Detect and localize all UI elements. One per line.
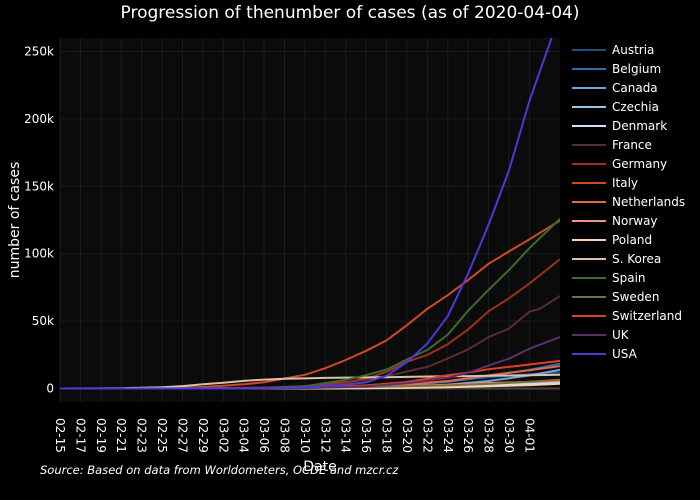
y-tick-label: 250k <box>24 44 54 58</box>
legend-label: Czechia <box>612 99 659 114</box>
legend-item[interactable]: Italy <box>572 173 685 192</box>
legend-swatch <box>572 219 606 222</box>
legend-swatch <box>572 67 606 70</box>
x-tick-label: 03-16 <box>359 418 373 453</box>
x-tick-label: 02-21 <box>114 418 128 453</box>
x-tick-label: 03-18 <box>380 418 394 453</box>
legend-swatch <box>572 295 606 298</box>
legend-item[interactable]: Norway <box>572 211 685 230</box>
legend-item[interactable]: Netherlands <box>572 192 685 211</box>
legend-item[interactable]: France <box>572 135 685 154</box>
y-tick-label: 200k <box>24 112 54 126</box>
x-tick-label: 03-14 <box>339 418 353 453</box>
legend-item[interactable]: S. Korea <box>572 249 685 268</box>
legend-label: Italy <box>612 175 639 190</box>
legend-label: Spain <box>612 270 646 285</box>
x-tick-label: 02-19 <box>94 418 108 453</box>
y-axis-label: number of cases <box>7 162 23 279</box>
source-note: Source: Based on data from Worldometers,… <box>40 463 399 477</box>
legend-swatch <box>572 124 606 127</box>
legend-item[interactable]: Denmark <box>572 116 685 135</box>
x-tick-label: 02-17 <box>73 418 87 453</box>
legend-label: Norway <box>612 213 658 228</box>
x-tick-label: 03-10 <box>298 418 312 453</box>
x-tick-label: 02-27 <box>175 418 189 453</box>
legend-item[interactable]: Poland <box>572 230 685 249</box>
legend-item[interactable]: Belgium <box>572 59 685 78</box>
x-tick-label: 02-25 <box>155 418 169 453</box>
x-tick-label: 03-30 <box>502 418 516 453</box>
legend-label: Switzerland <box>612 308 682 323</box>
x-tick-label: 02-29 <box>196 418 210 453</box>
legend-label: Canada <box>612 80 658 95</box>
legend-label: Netherlands <box>612 194 686 209</box>
legend-item[interactable]: UK <box>572 325 685 344</box>
legend-swatch <box>572 162 606 165</box>
legend-label: Germany <box>612 156 668 171</box>
legend-swatch <box>572 257 606 260</box>
legend-swatch <box>572 200 606 203</box>
y-tick-label: 0 <box>46 382 54 396</box>
legend-swatch <box>572 105 606 108</box>
x-tick-label: 03-26 <box>461 418 475 453</box>
x-tick-label: 03-04 <box>237 418 251 453</box>
legend-label: Sweden <box>612 289 660 304</box>
legend-label: USA <box>612 346 637 361</box>
legend-label: Poland <box>612 232 653 247</box>
x-tick-label: 03-02 <box>216 418 230 453</box>
x-axis-label: Date <box>303 459 336 475</box>
legend-swatch <box>572 314 606 317</box>
x-tick-label: 03-24 <box>441 418 455 453</box>
x-tick-label: 03-08 <box>277 418 291 453</box>
chart-title: Progression of thenumber of cases (as of… <box>120 3 580 23</box>
legend-swatch <box>572 333 606 336</box>
y-tick-label: 100k <box>24 247 54 261</box>
legend-item[interactable]: Sweden <box>572 287 685 306</box>
legend-swatch <box>572 352 606 355</box>
plot-area <box>60 38 560 402</box>
legend-swatch <box>572 143 606 146</box>
x-tick-label: 04-01 <box>522 418 536 453</box>
legend-label: Denmark <box>612 118 668 133</box>
legend-swatch <box>572 48 606 51</box>
legend-label: France <box>612 137 652 152</box>
legend-swatch <box>572 238 606 241</box>
y-tick-label: 50k <box>32 314 54 328</box>
x-tick-label: 03-20 <box>400 418 414 453</box>
legend-item[interactable]: USA <box>572 344 685 363</box>
legend-item[interactable]: Canada <box>572 78 685 97</box>
x-tick-label: 03-28 <box>482 418 496 453</box>
x-tick-label: 02-23 <box>135 418 149 453</box>
y-tick-label: 150k <box>24 179 54 193</box>
x-tick-label: 03-12 <box>318 418 332 453</box>
legend-label: Austria <box>612 42 655 57</box>
legend-swatch <box>572 276 606 279</box>
legend-label: S. Korea <box>612 251 662 266</box>
legend-item[interactable]: Germany <box>572 154 685 173</box>
legend-label: Belgium <box>612 61 662 76</box>
legend-item[interactable]: Switzerland <box>572 306 685 325</box>
legend-item[interactable]: Czechia <box>572 97 685 116</box>
series-line-s-korea <box>60 373 560 390</box>
legend-item[interactable]: Austria <box>572 40 685 59</box>
legend: Austria Belgium Canada Czechia Denmark France… <box>572 40 685 363</box>
legend-label: UK <box>612 327 629 342</box>
legend-item[interactable]: Spain <box>572 268 685 287</box>
x-tick-label: 03-22 <box>420 418 434 453</box>
legend-swatch <box>572 181 606 184</box>
series-line-usa <box>60 38 553 390</box>
x-tick-label: 02-15 <box>53 418 67 453</box>
legend-swatch <box>572 86 606 89</box>
x-tick-label: 03-06 <box>257 418 271 453</box>
